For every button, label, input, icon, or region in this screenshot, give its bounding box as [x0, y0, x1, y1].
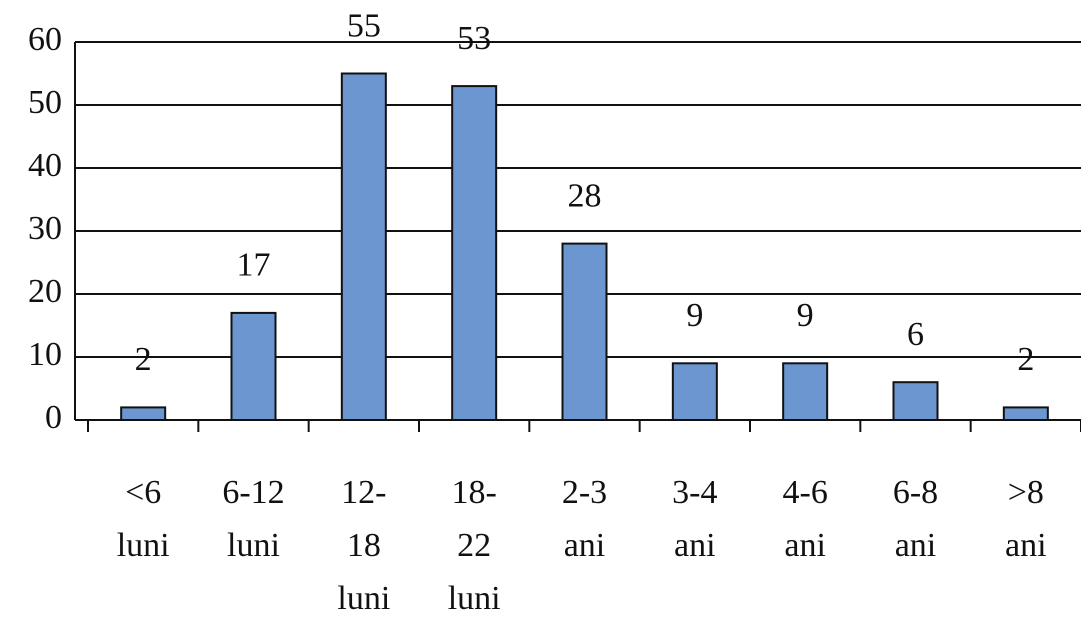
- bar: [892, 381, 939, 422]
- data-label: 17: [237, 247, 271, 284]
- x-tick-label: luni: [227, 527, 280, 564]
- bar: [451, 85, 498, 421]
- x-tick-label: luni: [337, 580, 390, 617]
- y-tick-label: 10: [28, 336, 62, 373]
- y-tick-label: 50: [28, 84, 62, 121]
- x-tick-label: >8: [1008, 474, 1044, 511]
- x-tick-label: 3-4: [672, 474, 717, 511]
- bar: [561, 242, 608, 421]
- y-tick-label: 30: [28, 210, 62, 247]
- x-tick-label: ani: [1005, 527, 1047, 564]
- data-label: 2: [1017, 341, 1034, 378]
- bar: [782, 362, 829, 421]
- x-tick-label: ani: [564, 527, 606, 564]
- x-tick-label: 18-: [452, 474, 497, 511]
- data-label: 28: [568, 177, 602, 214]
- x-tick-label: 4-6: [783, 474, 828, 511]
- bar: [1002, 406, 1049, 421]
- x-tick-label: luni: [117, 527, 170, 564]
- data-label: 55: [347, 7, 381, 44]
- x-tick-label: 2-3: [562, 474, 607, 511]
- x-tick-label: 22: [457, 527, 491, 564]
- y-tick-label: 0: [45, 399, 62, 436]
- bar: [120, 406, 167, 421]
- data-label: 6: [907, 316, 924, 353]
- x-tick-label: 18: [347, 527, 381, 564]
- bar: [671, 362, 718, 421]
- data-label: 53: [457, 20, 491, 57]
- y-tick-label: 40: [28, 147, 62, 184]
- bar: [340, 72, 387, 421]
- y-tick-label: 60: [28, 21, 62, 58]
- bar: [230, 311, 277, 421]
- x-tick-label: <6: [125, 474, 161, 511]
- data-label: 9: [797, 297, 814, 334]
- x-tick-label: 6-12: [222, 474, 284, 511]
- data-label: 2: [135, 341, 152, 378]
- data-label: 9: [686, 297, 703, 334]
- x-tick-label: ani: [674, 527, 716, 564]
- x-tick-label: 6-8: [893, 474, 938, 511]
- x-tick-label: luni: [448, 580, 501, 617]
- x-tick-label: ani: [784, 527, 826, 564]
- y-tick-label: 20: [28, 273, 62, 310]
- x-tick-label: ani: [895, 527, 937, 564]
- x-tick-label: 12-: [341, 474, 386, 511]
